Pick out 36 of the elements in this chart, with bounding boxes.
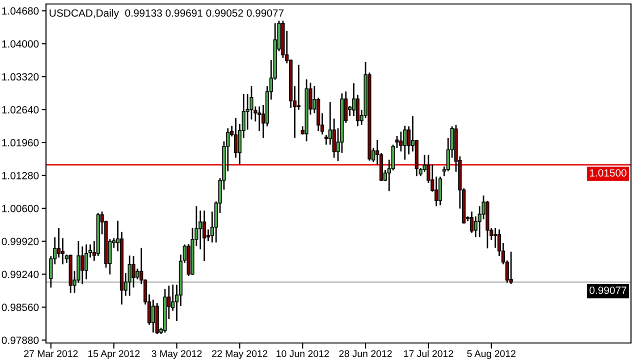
x-tick-label: 10 Jun 2012: [276, 350, 329, 358]
candlestick: [202, 210, 206, 261]
y-tick-label: 1.04000: [2, 40, 39, 48]
x-tick-label: 27 Mar 2012: [24, 350, 78, 358]
y-tick-label: 0.99240: [2, 270, 39, 278]
candlestick: [80, 246, 84, 284]
ref-line-label: 0.99077: [590, 286, 626, 294]
y-tick-label: 0.98560: [2, 304, 39, 312]
y-tick-label: 1.04680: [2, 7, 39, 15]
candlestick: [438, 176, 442, 206]
y-tick-label: 0.97880: [2, 336, 39, 344]
y-tick-label: 0.99920: [2, 238, 39, 246]
chart-title: USDCAD,Daily 0.99133 0.99691 0.99052 0.99077: [50, 9, 284, 19]
y-tick-label: 1.01280: [2, 172, 39, 180]
x-tick-label: 17 Jul 2012: [404, 350, 454, 358]
candlestick: [296, 64, 300, 110]
candlestick: [128, 256, 132, 296]
ref-line-label: 1.01500: [590, 169, 626, 177]
candlestick: [509, 252, 513, 284]
y-tick-label: 1.00600: [2, 204, 39, 212]
x-tick-label: 22 May 2012: [212, 350, 268, 360]
y-tick-label: 1.01960: [2, 139, 39, 146]
candlestick: [403, 126, 407, 160]
candlestick: [399, 132, 403, 152]
x-tick-label: 15 Apr 2012: [88, 350, 140, 360]
candlestick: [151, 300, 155, 333]
x-tick-label: 5 Aug 2012: [467, 350, 516, 360]
candlestick: [60, 238, 65, 264]
candlestick: [470, 212, 474, 233]
y-tick-label: 1.02640: [2, 106, 39, 114]
candlestick: [234, 118, 238, 158]
x-tick-label: 28 Jun 2012: [339, 350, 392, 358]
x-tick-label: 3 May 2012: [152, 350, 202, 360]
candlestick: [132, 256, 136, 288]
y-tick-label: 1.03320: [2, 73, 39, 81]
candlestick: [494, 228, 498, 248]
